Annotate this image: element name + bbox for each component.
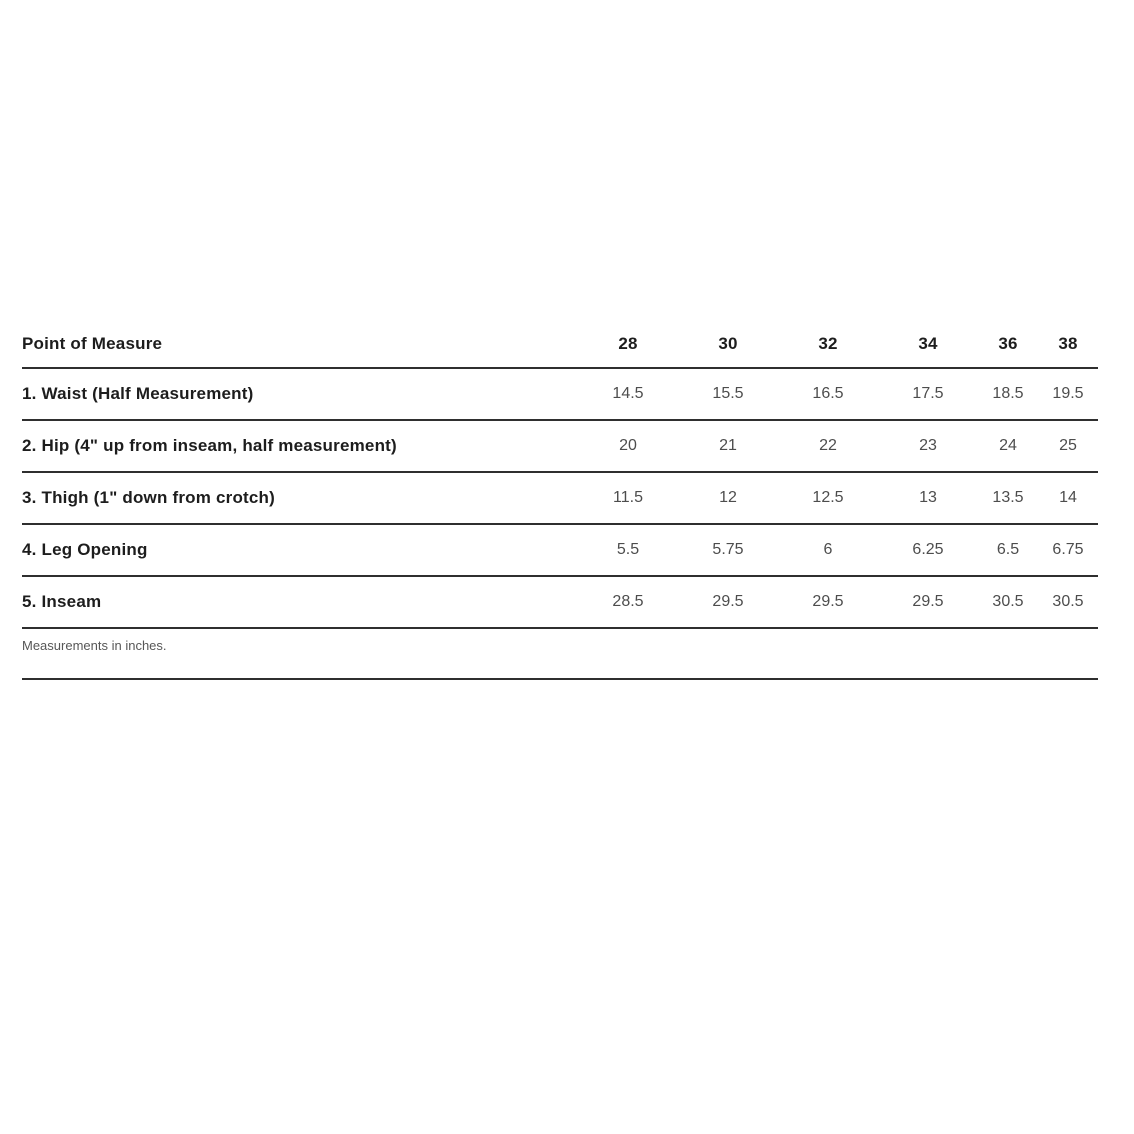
measurement-value: 19.5 [1052, 385, 1084, 402]
measurement-value: 13.5 [992, 489, 1024, 506]
measurement-value: 30.5 [1052, 593, 1084, 610]
table-row-thigh: 3. Thigh (1" down from crotch) 11.5 12 1… [22, 472, 1098, 524]
size-column-header-28: 28 [618, 333, 638, 353]
measurement-value: 5.5 [616, 541, 640, 558]
measurement-value: 12 [719, 489, 737, 506]
measurement-value: 21 [719, 437, 737, 454]
size-column-header-32: 32 [818, 333, 838, 353]
measurement-value: 14 [1059, 489, 1077, 506]
measurement-value: 17.5 [912, 385, 944, 402]
size-column-header-36: 36 [998, 333, 1018, 353]
measurement-value: 6 [823, 541, 833, 558]
measurement-value: 29.5 [812, 593, 844, 610]
footnote-row: Measurements in inches. [22, 628, 1098, 679]
table-row-waist: 1. Waist (Half Measurement) 14.5 15.5 16… [22, 368, 1098, 420]
size-column-header-30: 30 [718, 333, 738, 353]
measurement-value: 13 [919, 489, 937, 506]
size-chart-table: Point of Measure 28 30 32 34 36 38 1. Wa… [22, 320, 1098, 680]
size-column-header-34: 34 [918, 333, 938, 353]
footnote: Measurements in inches. [22, 638, 167, 653]
row-label: 5. Inseam [22, 592, 102, 611]
measurement-value: 28.5 [612, 593, 644, 610]
table-row-hip: 2. Hip (4" up from inseam, half measurem… [22, 420, 1098, 472]
measurement-value: 29.5 [912, 593, 944, 610]
measurement-value: 6.5 [996, 541, 1020, 558]
measurement-value: 18.5 [992, 385, 1024, 402]
measurement-value: 6.75 [1052, 541, 1084, 558]
measurement-value: 6.25 [912, 541, 944, 558]
measurement-value: 24 [999, 437, 1017, 454]
size-column-header-38: 38 [1058, 333, 1078, 353]
measurement-value: 14.5 [612, 385, 644, 402]
measurement-value: 16.5 [812, 385, 844, 402]
measurement-value: 15.5 [712, 385, 744, 402]
row-label: 3. Thigh (1" down from crotch) [22, 488, 275, 507]
measurement-value: 12.5 [812, 489, 844, 506]
row-label: 2. Hip (4" up from inseam, half measurem… [22, 436, 397, 455]
table-row-inseam: 5. Inseam 28.5 29.5 29.5 29.5 30.5 30.5 [22, 576, 1098, 628]
row-label: 4. Leg Opening [22, 540, 148, 559]
measurement-value: 29.5 [712, 593, 744, 610]
measurement-value: 23 [919, 437, 937, 454]
measurement-value: 22 [819, 437, 837, 454]
table-row-leg-opening: 4. Leg Opening 5.5 5.75 6 6.25 6.5 6.75 [22, 524, 1098, 576]
measurement-value: 11.5 [613, 489, 643, 506]
measurement-value: 20 [619, 437, 637, 454]
size-chart-header-row: Point of Measure 28 30 32 34 36 38 [22, 320, 1098, 368]
measurement-value: 30.5 [992, 593, 1024, 610]
measurement-value: 25 [1059, 437, 1077, 454]
point-of-measure-header: Point of Measure [22, 333, 163, 353]
measurement-value: 5.75 [712, 541, 744, 558]
row-label: 1. Waist (Half Measurement) [22, 384, 254, 403]
